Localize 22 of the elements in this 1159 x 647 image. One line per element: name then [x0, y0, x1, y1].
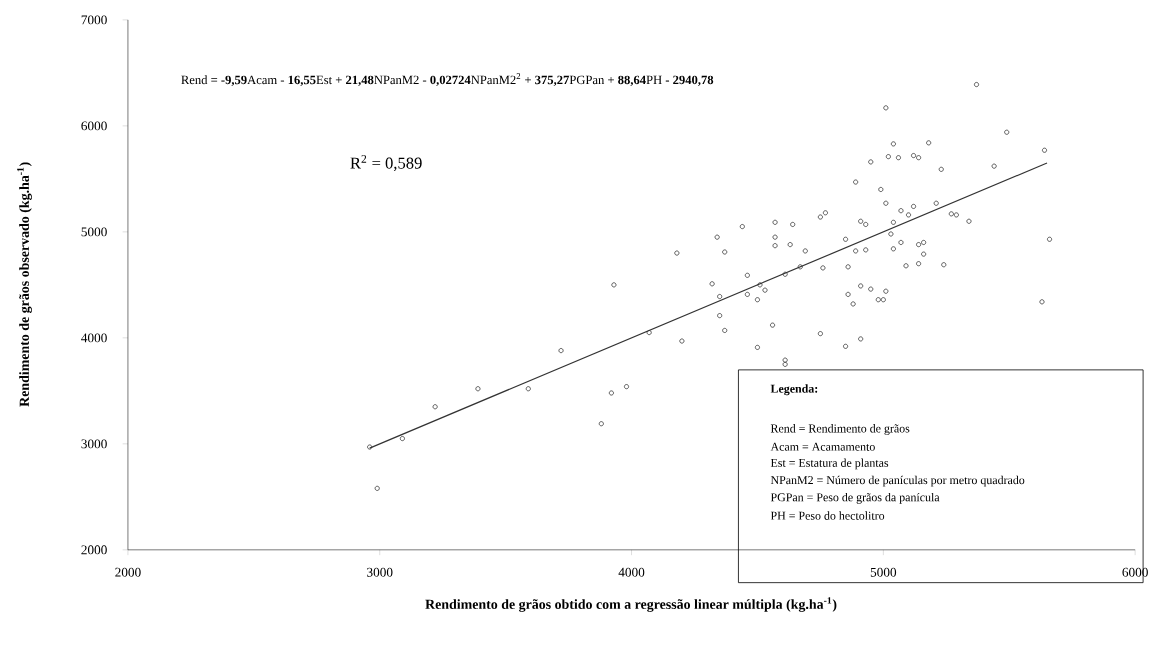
y-tick-label: 3000 — [81, 439, 107, 449]
y-tick-label: 4000 — [81, 333, 107, 343]
x-tick-label: 3000 — [367, 567, 393, 577]
annotation: Legenda: — [770, 384, 818, 396]
y-tick-label: 5000 — [81, 227, 107, 237]
x-tick-label: 6000 — [1122, 567, 1148, 577]
annotation: Acam = Acamamento — [770, 442, 875, 451]
x-tick-label: 2000 — [115, 567, 141, 577]
text: Rend = -9,59Acam - 16,55Est + 21,48NPanM2 - 0,02724NPanM2$^{2}$ + 375,27PGPan + 88,64PH - 2940,78 — [181, 72, 714, 86]
annotation: Rend = Rendimento de grãos — [770, 423, 910, 435]
y-tick-label: 6000 — [81, 121, 107, 131]
x-axis-title: Rendimento de grãos obtido com a regressão linear múltipla (kg.ha$^{-1}$) — [425, 596, 837, 612]
annotation: PH = Peso do hectolitro — [770, 511, 885, 520]
x-tick-label: 4000 — [618, 567, 645, 577]
annotation: NPanM2 = Número de panículas por metro quadrado — [770, 475, 1025, 487]
annotation: Est = Estatura de plantas — [770, 458, 889, 470]
annotation: PGPan = Peso de grãos da panícula — [770, 492, 940, 504]
y-tick-label: 2000 — [81, 545, 107, 555]
x-tick-label: 5000 — [870, 567, 897, 577]
annotation: R$^{2}$ = 0,589 — [350, 154, 422, 171]
y-axis-title: Rendimento de grãos observado (kg.ha$^{-1}$) — [17, 162, 32, 407]
y-tick-label: 7000 — [81, 15, 107, 25]
